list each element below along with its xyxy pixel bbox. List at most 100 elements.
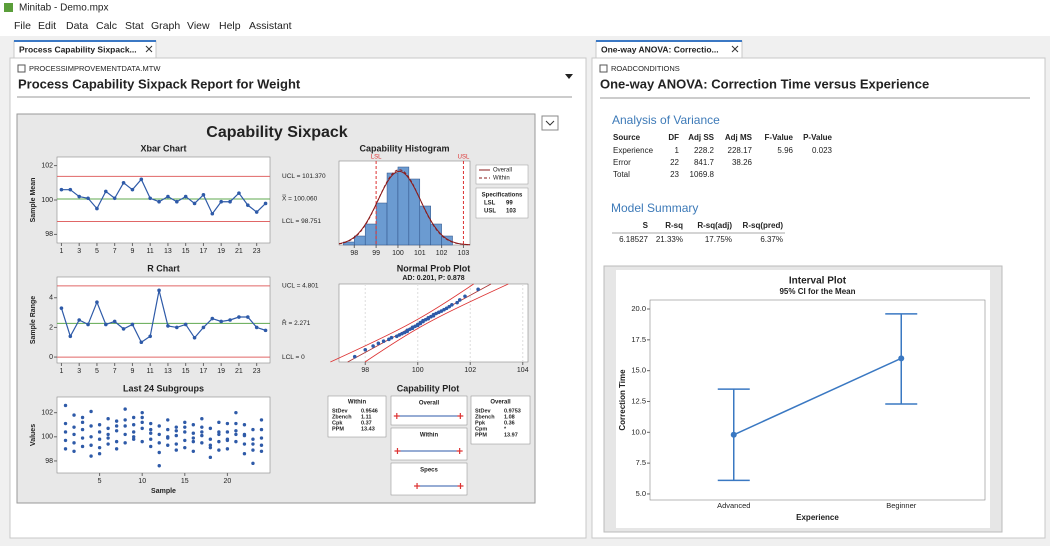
menu-item[interactable]: Data xyxy=(66,20,88,32)
table-cell: 1 xyxy=(675,146,680,155)
options-button[interactable] xyxy=(541,115,559,131)
limit-label: R̄ = 2.271 xyxy=(282,319,311,327)
data-point xyxy=(234,421,238,426)
data-point xyxy=(228,318,232,322)
data-point xyxy=(174,425,178,429)
menu-item[interactable]: File xyxy=(14,20,31,32)
data-point xyxy=(183,194,188,199)
chart-subtitle: AD: 0.201, P: 0.878 xyxy=(402,275,464,282)
data-point xyxy=(234,410,238,415)
tab-label[interactable]: One-way ANOVA: Correctio... xyxy=(601,44,719,54)
data-point xyxy=(86,196,90,201)
data-point xyxy=(200,441,204,445)
y-tick-label: 5.0 xyxy=(636,489,646,498)
data-point xyxy=(80,415,85,420)
data-point xyxy=(114,424,119,428)
y-tick-label: 20.0 xyxy=(631,304,646,313)
stats-box xyxy=(327,395,387,438)
data-point xyxy=(149,431,153,435)
x-tick-label: Beginner xyxy=(886,501,917,510)
row-title: Overall xyxy=(419,401,440,407)
table-header: R-sq(pred) xyxy=(743,221,784,230)
worksheet-name: PROCESSIMPROVEMENTDATA.MTW xyxy=(29,64,161,73)
worksheet-icon xyxy=(599,64,608,73)
row-title: Specs xyxy=(420,468,438,474)
plot-area xyxy=(56,396,271,474)
data-point xyxy=(59,187,64,192)
data-point xyxy=(123,432,127,437)
close-icon[interactable] xyxy=(145,45,153,53)
stat-value: 1.08 xyxy=(504,414,515,420)
data-point xyxy=(259,436,264,440)
chart-title: Capability Plot xyxy=(397,383,460,393)
table-cell: 6.18527 xyxy=(619,235,648,244)
menu-item[interactable]: Assistant xyxy=(249,20,292,32)
data-point xyxy=(174,448,178,452)
x-tick-label: 15 xyxy=(182,368,190,375)
data-point xyxy=(72,432,76,437)
plot-area xyxy=(338,283,529,363)
data-point xyxy=(352,354,357,359)
menu-item[interactable]: View xyxy=(187,20,210,32)
spec-label: LSL xyxy=(371,155,382,161)
tab-label[interactable]: Process Capability Sixpack... xyxy=(19,44,137,54)
dropdown-icon[interactable] xyxy=(565,74,573,79)
stat-value: * xyxy=(504,426,507,432)
menu-item[interactable]: Help xyxy=(219,20,241,32)
data-point xyxy=(106,417,110,421)
table-cell: 38.26 xyxy=(732,158,753,167)
data-point xyxy=(140,420,144,425)
report-title: Process Capability Sixpack Report for We… xyxy=(18,76,301,91)
y-axis-label: Sample Mean xyxy=(30,178,37,223)
data-point xyxy=(192,201,197,206)
histogram-bar xyxy=(375,202,388,246)
x-tick-label: Advanced xyxy=(717,501,750,510)
x-axis-label: Sample xyxy=(151,488,176,495)
data-point xyxy=(131,423,136,427)
x-tick-label: 1 xyxy=(59,368,63,375)
data-point xyxy=(123,407,127,411)
data-point xyxy=(217,432,221,437)
menu-item[interactable]: Edit xyxy=(38,20,56,32)
x-tick-label: 7 xyxy=(113,368,117,375)
x-tick-label: 102 xyxy=(436,250,448,257)
capability-row xyxy=(390,427,468,461)
table-header: DF xyxy=(668,133,679,142)
x-tick-label: 17 xyxy=(200,248,208,255)
data-point xyxy=(175,199,179,204)
data-point xyxy=(130,187,135,192)
plot-area xyxy=(649,299,986,501)
sixpack-title: Capability Sixpack xyxy=(206,124,347,141)
data-point xyxy=(210,316,215,321)
table-header: R-sq(adj) xyxy=(697,221,732,230)
data-point xyxy=(157,450,161,455)
histogram-bar xyxy=(354,235,366,246)
data-point xyxy=(174,433,178,438)
data-point xyxy=(251,437,255,441)
close-icon[interactable] xyxy=(731,45,739,53)
data-point xyxy=(242,442,247,446)
histogram-bar xyxy=(386,172,399,246)
menu-item[interactable]: Stat xyxy=(125,20,144,32)
data-point xyxy=(208,445,213,450)
table-cell: Experience xyxy=(613,146,654,155)
chart-title: Xbar Chart xyxy=(140,143,186,153)
data-point xyxy=(455,300,459,305)
stat-value: 1.11 xyxy=(361,414,371,420)
data-point xyxy=(259,449,264,453)
data-point xyxy=(166,324,170,328)
data-point xyxy=(242,433,247,438)
x-tick-label: 21 xyxy=(235,368,243,375)
stat-name: StDev xyxy=(475,408,492,414)
data-point xyxy=(259,427,264,432)
limit-label: X̿ = 100.060 xyxy=(282,194,318,203)
data-point xyxy=(114,419,119,423)
data-point xyxy=(208,443,213,447)
data-point xyxy=(72,425,76,429)
data-point xyxy=(72,449,76,453)
menu-item[interactable]: Calc xyxy=(96,20,117,32)
menu-item[interactable]: Graph xyxy=(151,20,180,32)
y-tick-label: 17.5 xyxy=(631,335,646,344)
data-point xyxy=(251,442,255,446)
data-point xyxy=(457,298,462,302)
